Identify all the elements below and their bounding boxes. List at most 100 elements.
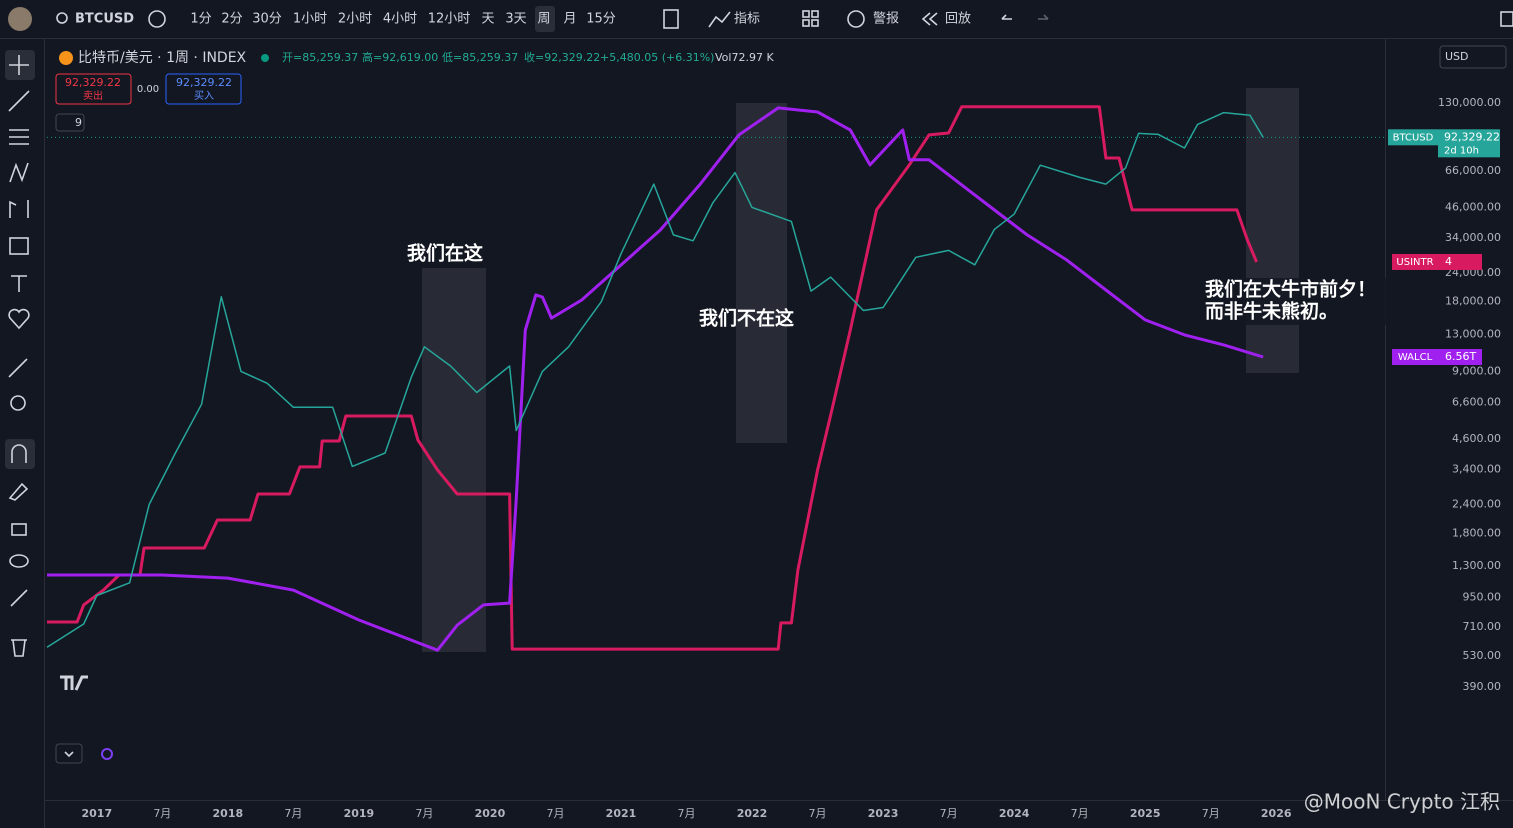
collapse-button[interactable] (55, 743, 83, 764)
y-tick-label: 4,600.00 (1452, 432, 1501, 445)
y-tick-label: 1,300.00 (1452, 559, 1501, 572)
y-tick-label: 66,000.00 (1445, 164, 1501, 177)
interval-button[interactable]: 月 (563, 12, 576, 27)
interval-button[interactable]: 30分 (252, 12, 282, 27)
indicator-toggle[interactable] (55, 113, 85, 132)
series-tag-value: 4 (1445, 255, 1452, 268)
ohlc-value: 高=92,619.00 (362, 50, 438, 64)
plot-area (46, 88, 1385, 652)
active-interval-bg (535, 6, 555, 32)
countdown: 2d 10h (1444, 145, 1479, 156)
y-tick-label: 13,000.00 (1445, 327, 1501, 340)
crosshair-tool[interactable] (9, 55, 29, 75)
layout-icon[interactable] (802, 10, 810, 18)
y-tick-label: 130,000.00 (1438, 96, 1501, 109)
y-tick-label: 1,800.00 (1452, 526, 1501, 539)
ohlc-value: Vol72.97 K (715, 51, 774, 64)
fib-tool[interactable] (9, 129, 29, 145)
ohlc-value: 开=85,259.37 (282, 51, 358, 64)
interval-button[interactable]: 2分 (221, 12, 242, 27)
currency-select[interactable] (1439, 45, 1507, 69)
chart-type-icon[interactable] (663, 9, 679, 29)
symbol-search[interactable]: BTCUSD (75, 12, 134, 27)
undo-icon[interactable] (1001, 14, 1012, 20)
interval-button[interactable]: 12小时 (428, 12, 471, 27)
sell-label: 卖出 (83, 89, 103, 102)
visibility-tool[interactable] (9, 554, 29, 568)
text-tool[interactable] (11, 275, 27, 292)
series-tag (1438, 253, 1482, 270)
series-tag (1392, 253, 1438, 270)
logo (60, 675, 88, 691)
replay-button[interactable]: 回放 (945, 12, 971, 27)
y-tick-label: 34,000.00 (1445, 231, 1501, 244)
add-symbol[interactable] (148, 10, 166, 28)
x-tick-label: 7月 (415, 807, 433, 820)
sync-icon[interactable] (101, 748, 113, 760)
magnet-tool[interactable] (11, 444, 27, 463)
series-line (46, 111, 1264, 648)
link-tool[interactable] (10, 589, 28, 607)
highlight-box (1246, 88, 1299, 373)
coin-icon (59, 51, 73, 65)
x-tick-label: 2026 (1261, 807, 1292, 820)
interval-button[interactable]: 1小时 (293, 12, 327, 27)
annotation: 而非牛未熊初。 (1205, 300, 1338, 323)
spread: 0.00 (137, 84, 159, 95)
trend-line-tool[interactable] (8, 90, 30, 112)
zoom-tool[interactable] (10, 395, 26, 411)
interval-button[interactable]: 周 (537, 12, 550, 27)
series-tag (1392, 348, 1438, 365)
alert-button[interactable]: 警报 (873, 11, 899, 27)
shape-tool[interactable] (9, 237, 29, 255)
annotation-bg (1200, 278, 1398, 325)
x-tick-label: 2019 (344, 807, 375, 820)
indicators-button[interactable]: 指标 (734, 12, 760, 27)
series-tag-value: 6.56T (1445, 350, 1476, 363)
x-tick-label: 7月 (284, 807, 302, 820)
x-tick-label: 2025 (1130, 807, 1161, 820)
sell-button[interactable] (55, 73, 132, 105)
layout-icon[interactable] (802, 19, 810, 27)
redo-icon[interactable] (1038, 14, 1049, 20)
series-tag-name: USINTR (1396, 257, 1433, 268)
fullscreen-icon[interactable] (1500, 11, 1513, 27)
x-tick-label: 2020 (475, 807, 506, 820)
y-tick-label: 390.00 (1463, 680, 1502, 693)
interval-button[interactable]: 1分 (190, 12, 211, 27)
series-line (47, 106, 1264, 652)
brush-tool[interactable] (8, 482, 29, 501)
buy-price: 92,329.22 (176, 76, 232, 89)
price-tag-name: BTCUSD (1393, 132, 1434, 143)
forecast-tool[interactable] (9, 200, 29, 218)
interval-button[interactable]: 15分 (586, 12, 616, 27)
favorite-tool[interactable] (8, 308, 30, 330)
active-tool-bg (5, 439, 35, 469)
interval-button[interactable]: 天 (481, 12, 494, 27)
avatar[interactable] (8, 7, 32, 31)
y-tick-label: 18,000.00 (1445, 295, 1501, 308)
y-tick-label: 710.00 (1463, 620, 1502, 633)
currency: USD (1445, 50, 1469, 63)
watermark: @MooN Crypto 江积 (1304, 790, 1500, 814)
x-tick-label: 7月 (1071, 807, 1089, 820)
x-tick-label: 7月 (809, 807, 827, 820)
x-tick-label: 2022 (737, 807, 768, 820)
interval-button[interactable]: 3天 (505, 12, 526, 27)
price-tag (1438, 129, 1500, 158)
layout-icon[interactable] (811, 19, 819, 27)
ruler-tool[interactable] (8, 358, 28, 378)
left-toolbar (0, 39, 44, 828)
layout-icon[interactable] (811, 10, 819, 18)
top-bar (0, 0, 1513, 38)
x-tick-label: 7月 (1202, 807, 1220, 820)
lock-tool[interactable] (11, 523, 27, 536)
interval-button[interactable]: 4小时 (383, 12, 417, 27)
x-tick-label: 2018 (213, 807, 244, 820)
pattern-tool[interactable] (9, 162, 29, 183)
interval-button[interactable]: 2小时 (338, 12, 372, 27)
delete-tool[interactable] (11, 639, 27, 657)
buy-button[interactable] (165, 73, 242, 105)
